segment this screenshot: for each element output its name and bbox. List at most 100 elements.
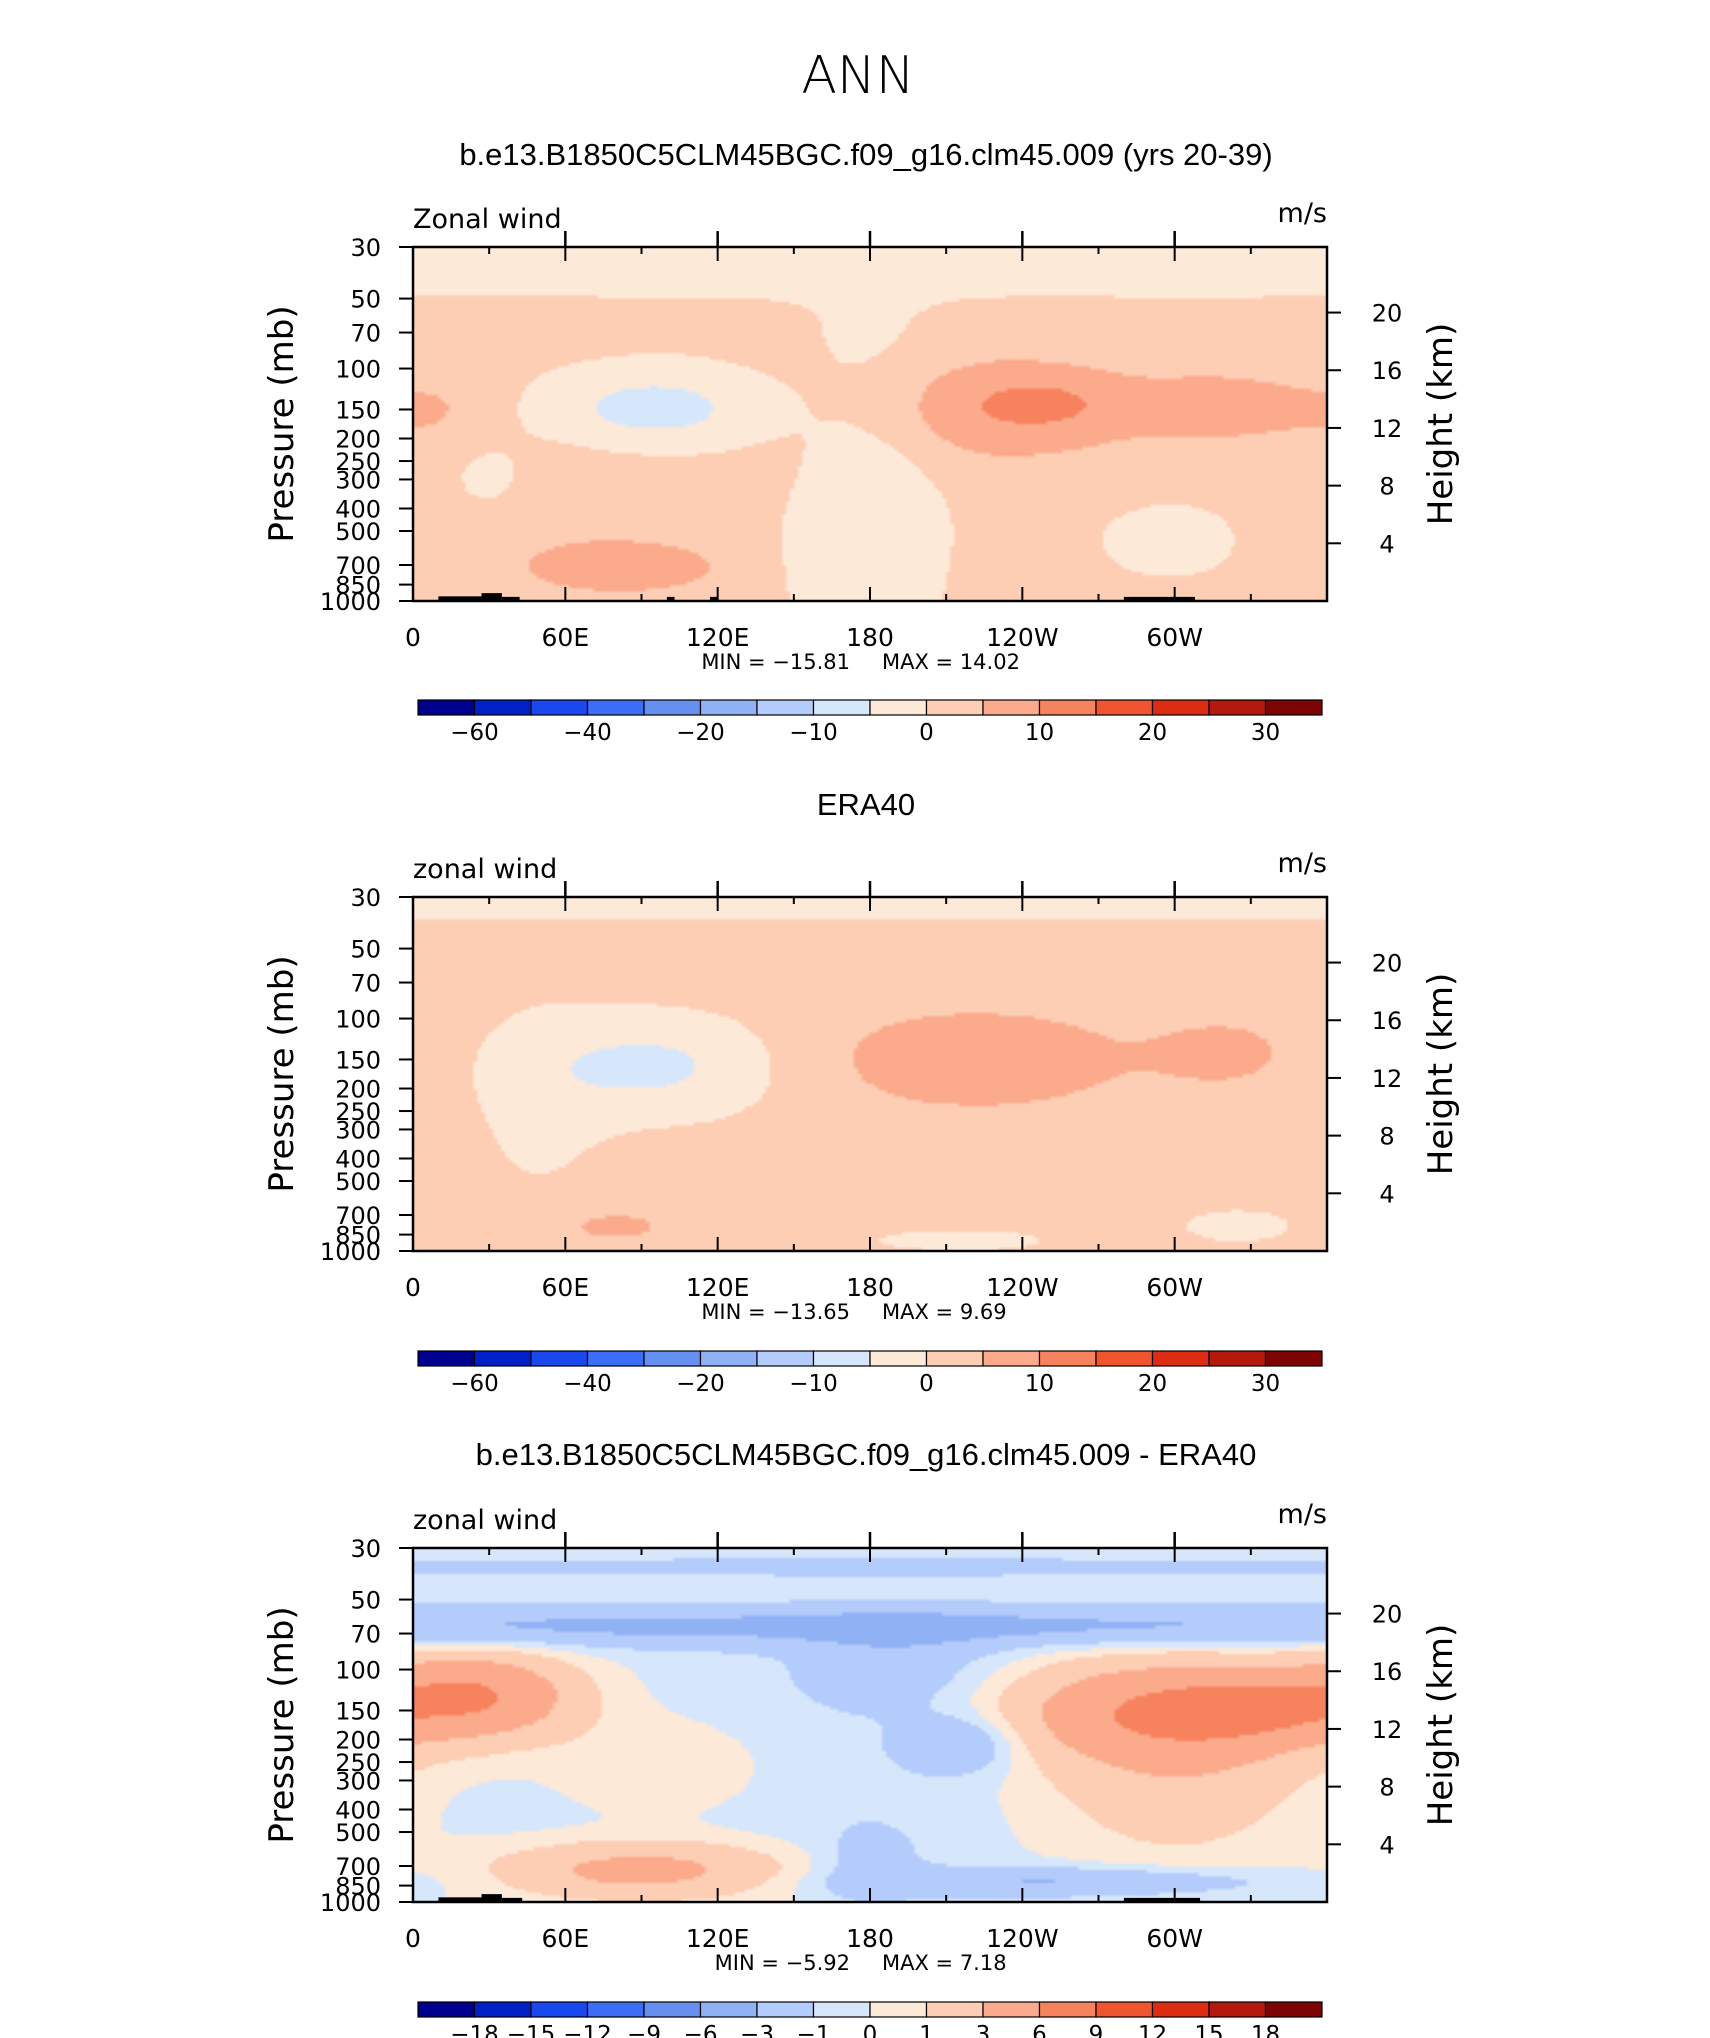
- variable-label: zonal wind: [413, 854, 557, 885]
- contour-field: [413, 897, 1327, 1251]
- colorbar-swatch: [869, 699, 928, 716]
- colorbar-swatch: [1151, 699, 1210, 716]
- colorbar-swatch: [417, 2001, 476, 2018]
- colorbar-swatch: [756, 1350, 815, 1367]
- colorbar-label: 9: [1089, 2022, 1104, 2038]
- x-tick-label: 120W: [986, 1273, 1058, 1302]
- y-tick-label: 850: [335, 1873, 381, 1901]
- units-label: m/s: [1278, 198, 1327, 229]
- panel-difference: b.e13.B1850C5CLM45BGC.f09_g16.clm45.009 …: [262, 1437, 1461, 2038]
- colorbar: −18 −15 −12 −9 −6 −3 −1 0 1 3 6 9 12 15 18: [417, 2001, 1323, 2038]
- colorbar-swatch: [530, 1350, 589, 1367]
- height-tick-label: 16: [1372, 1007, 1403, 1035]
- colorbar-swatch: [925, 2001, 984, 2018]
- y-tick-label: 250: [335, 448, 381, 476]
- y-axis-right-label: Height (km): [1421, 323, 1461, 526]
- colorbar-label: 0: [919, 720, 934, 746]
- colorbar-label: −60: [450, 1371, 499, 1397]
- x-tick-label: 120E: [686, 1273, 750, 1302]
- colorbar-label: 12: [1138, 2022, 1167, 2038]
- height-tick-label: 12: [1372, 1716, 1403, 1744]
- panel-title: b.e13.B1850C5CLM45BGC.f09_g16.clm45.009 …: [476, 1437, 1257, 1472]
- x-tick-label: 60E: [542, 623, 590, 652]
- x-tick-label: 60E: [542, 1924, 590, 1953]
- topography-block: [481, 593, 502, 601]
- y-tick-label: 30: [350, 234, 381, 262]
- y-tick-label: 50: [350, 1587, 381, 1615]
- y-tick-label: 1000: [320, 1238, 381, 1266]
- topography-block: [1123, 596, 1195, 601]
- height-tick-label: 12: [1372, 415, 1403, 443]
- colorbar-swatch: [1208, 1350, 1267, 1367]
- y-tick-label: 70: [350, 320, 381, 348]
- colorbar-swatch: [869, 2001, 928, 2018]
- topography-block: [666, 596, 675, 601]
- y-tick-label: 100: [335, 1657, 381, 1685]
- colorbar-swatch: [473, 1350, 532, 1367]
- colorbar-swatch: [530, 2001, 589, 2018]
- contour-field: [413, 247, 1327, 601]
- y-tick-label: 50: [350, 936, 381, 964]
- topography-block: [481, 1894, 502, 1902]
- units-label: m/s: [1278, 848, 1327, 879]
- panel-title: b.e13.B1850C5CLM45BGC.f09_g16.clm45.009 …: [459, 137, 1272, 172]
- colorbar-label: −10: [789, 1371, 838, 1397]
- colorbar-swatch: [982, 699, 1041, 716]
- y-tick-label: 300: [335, 466, 381, 494]
- x-tick-label: 0: [405, 1924, 421, 1953]
- colorbar-swatch: [1095, 699, 1154, 716]
- height-tick-label: 16: [1372, 1658, 1403, 1686]
- colorbar-label: 20: [1138, 1371, 1167, 1397]
- x-tick-label: 60W: [1146, 623, 1203, 652]
- height-tick-label: 12: [1372, 1065, 1403, 1093]
- colorbar-swatch: [586, 699, 645, 716]
- colorbar-swatch: [812, 1350, 871, 1367]
- colorbar-label: −6: [684, 2022, 718, 2038]
- variable-label: Zonal wind: [413, 204, 562, 235]
- y-tick-label: 250: [335, 1098, 381, 1126]
- y-tick-label: 200: [335, 1727, 381, 1755]
- x-tick-label: 120W: [986, 623, 1058, 652]
- y-axis-right-label: Height (km): [1421, 1624, 1461, 1827]
- variable-label: zonal wind: [413, 1505, 557, 1536]
- y-tick-label: 700: [335, 1202, 381, 1230]
- min-label: MIN = −15.81: [701, 650, 850, 674]
- colorbar: −60 −40 −20 −10 0 10 20 30: [417, 699, 1323, 746]
- y-tick-label: 500: [335, 1168, 381, 1196]
- colorbar-label: −9: [627, 2022, 661, 2038]
- colorbar-label: −10: [789, 720, 838, 746]
- colorbar-swatch: [530, 699, 589, 716]
- y-tick-label: 1000: [320, 1889, 381, 1917]
- colorbar-swatch: [1151, 2001, 1210, 2018]
- colorbar-swatch: [1038, 699, 1097, 716]
- colorbar-swatch: [643, 1350, 702, 1367]
- colorbar-swatch: [417, 1350, 476, 1367]
- colorbar-label: −60: [450, 720, 499, 746]
- colorbar-label: 0: [919, 1371, 934, 1397]
- height-tick-label: 20: [1372, 1601, 1403, 1629]
- y-tick-label: 700: [335, 1853, 381, 1881]
- height-tick-label: 4: [1379, 530, 1394, 558]
- colorbar-swatch: [586, 2001, 645, 2018]
- colorbar-swatch: [982, 2001, 1041, 2018]
- units-label: m/s: [1278, 1499, 1327, 1530]
- y-tick-label: 1000: [320, 588, 381, 616]
- height-tick-label: 20: [1372, 950, 1403, 978]
- colorbar-label: 30: [1251, 720, 1280, 746]
- colorbar-label: −40: [563, 720, 612, 746]
- y-tick-label: 500: [335, 1819, 381, 1847]
- y-tick-label: 400: [335, 1145, 381, 1173]
- contour-field: [413, 1548, 1327, 1902]
- colorbar-swatch: [1151, 1350, 1210, 1367]
- colorbar-label: 6: [1032, 2022, 1047, 2038]
- colorbar-swatch: [1264, 2001, 1323, 2018]
- colorbar-swatch: [699, 1350, 758, 1367]
- height-tick-label: 20: [1372, 300, 1403, 328]
- colorbar: −60 −40 −20 −10 0 10 20 30: [417, 1350, 1323, 1397]
- page-title: ANN: [801, 46, 914, 106]
- colorbar-label: −1: [797, 2022, 831, 2038]
- colorbar-label: 10: [1025, 720, 1054, 746]
- y-tick-label: 150: [335, 396, 381, 424]
- y-tick-label: 70: [350, 1621, 381, 1649]
